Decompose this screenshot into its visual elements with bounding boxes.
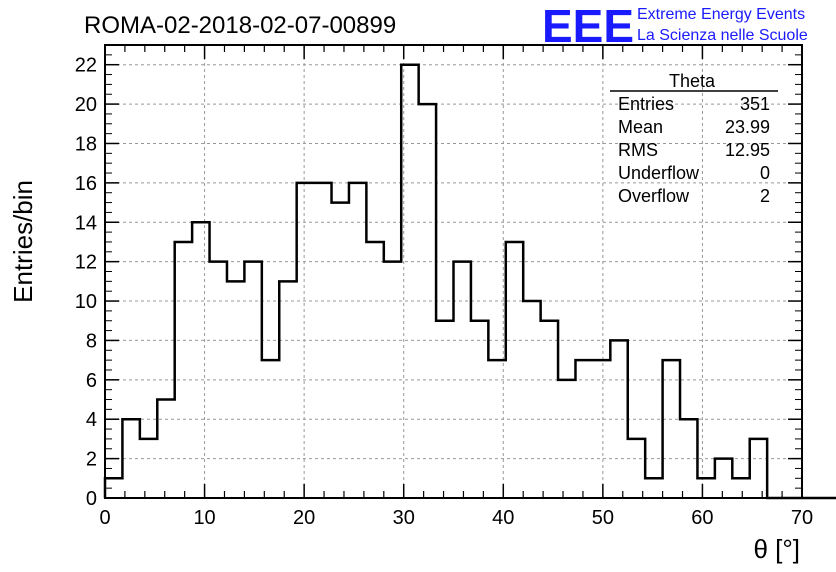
stats-title: Theta <box>669 71 716 91</box>
stats-box: Theta Entries 351 Mean 23.99 RMS 12.95 Underfl… <box>610 71 778 206</box>
x-tick-label: 70 <box>791 507 813 529</box>
stats-value: 12.95 <box>725 140 770 160</box>
y-tick-label: 4 <box>86 409 97 431</box>
y-tick-label: 18 <box>75 133 97 155</box>
logo-line2: La Scienza nelle Scuole <box>637 27 808 44</box>
x-tick-label: 60 <box>691 507 713 529</box>
x-axis-label: θ [°] <box>753 534 800 564</box>
stats-value: 0 <box>760 163 770 183</box>
y-tick-label: 10 <box>75 291 97 313</box>
y-axis-label: Entries/bin <box>8 180 38 303</box>
x-tick-label: 30 <box>393 507 415 529</box>
stats-label: Mean <box>618 117 663 137</box>
y-tick-label: 12 <box>75 252 97 274</box>
y-tick-label: 8 <box>86 330 97 352</box>
eee-logo: EEE Extreme Energy Events La Scienza nel… <box>542 0 808 52</box>
logo-mark: EEE <box>542 0 634 52</box>
stats-label: Overflow <box>618 186 690 206</box>
x-tick-label: 40 <box>492 507 514 529</box>
y-tick-label: 14 <box>75 212 97 234</box>
logo-line1: Extreme Energy Events <box>637 6 805 23</box>
y-tick-label: 22 <box>75 55 97 77</box>
stats-value: 23.99 <box>725 117 770 137</box>
stats-label: Entries <box>618 94 674 114</box>
x-tick-label: 0 <box>99 507 110 529</box>
x-tick-label: 10 <box>193 507 215 529</box>
y-tick-label: 20 <box>75 94 97 116</box>
stats-value: 2 <box>760 186 770 206</box>
x-axis: 0 10 20 30 40 50 60 70 <box>99 45 813 529</box>
x-tick-label: 50 <box>592 507 614 529</box>
stats-value: 351 <box>740 94 770 114</box>
y-tick-label: 2 <box>86 449 97 471</box>
stats-label: Underflow <box>618 163 700 183</box>
y-tick-label: 16 <box>75 173 97 195</box>
y-tick-label: 0 <box>86 488 97 510</box>
chart-title: ROMA-02-2018-02-07-00899 <box>84 12 396 39</box>
stats-label: RMS <box>618 140 658 160</box>
y-tick-label: 6 <box>86 370 97 392</box>
x-tick-label: 20 <box>293 507 315 529</box>
